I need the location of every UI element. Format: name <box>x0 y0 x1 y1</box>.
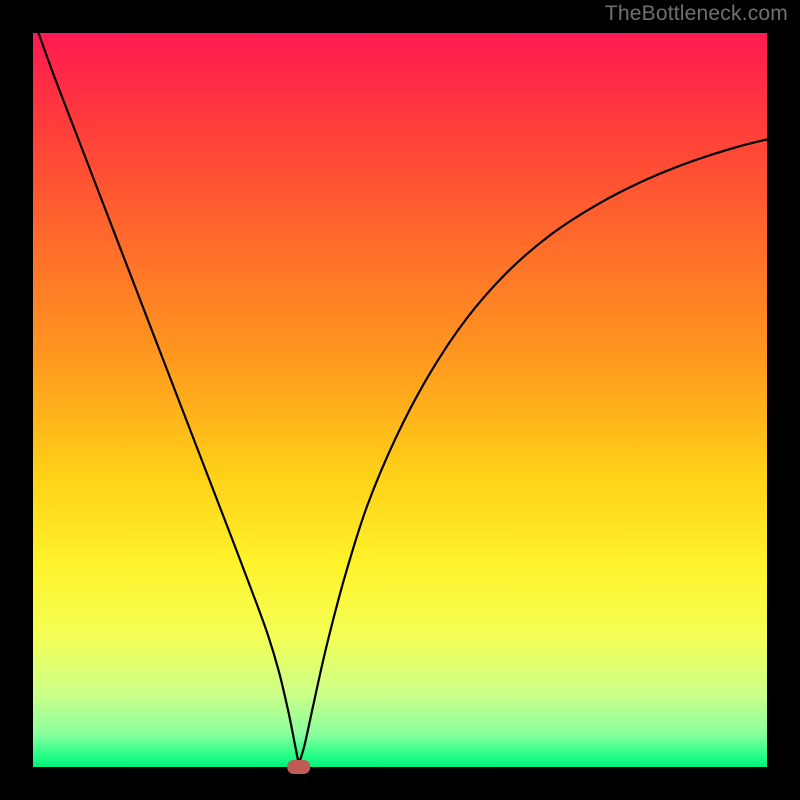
chart-container: TheBottleneck.com <box>0 0 800 800</box>
plot-gradient <box>33 33 767 767</box>
bottleneck-chart <box>0 0 800 800</box>
watermark-text: TheBottleneck.com <box>605 2 788 26</box>
vertex-marker <box>288 761 310 774</box>
